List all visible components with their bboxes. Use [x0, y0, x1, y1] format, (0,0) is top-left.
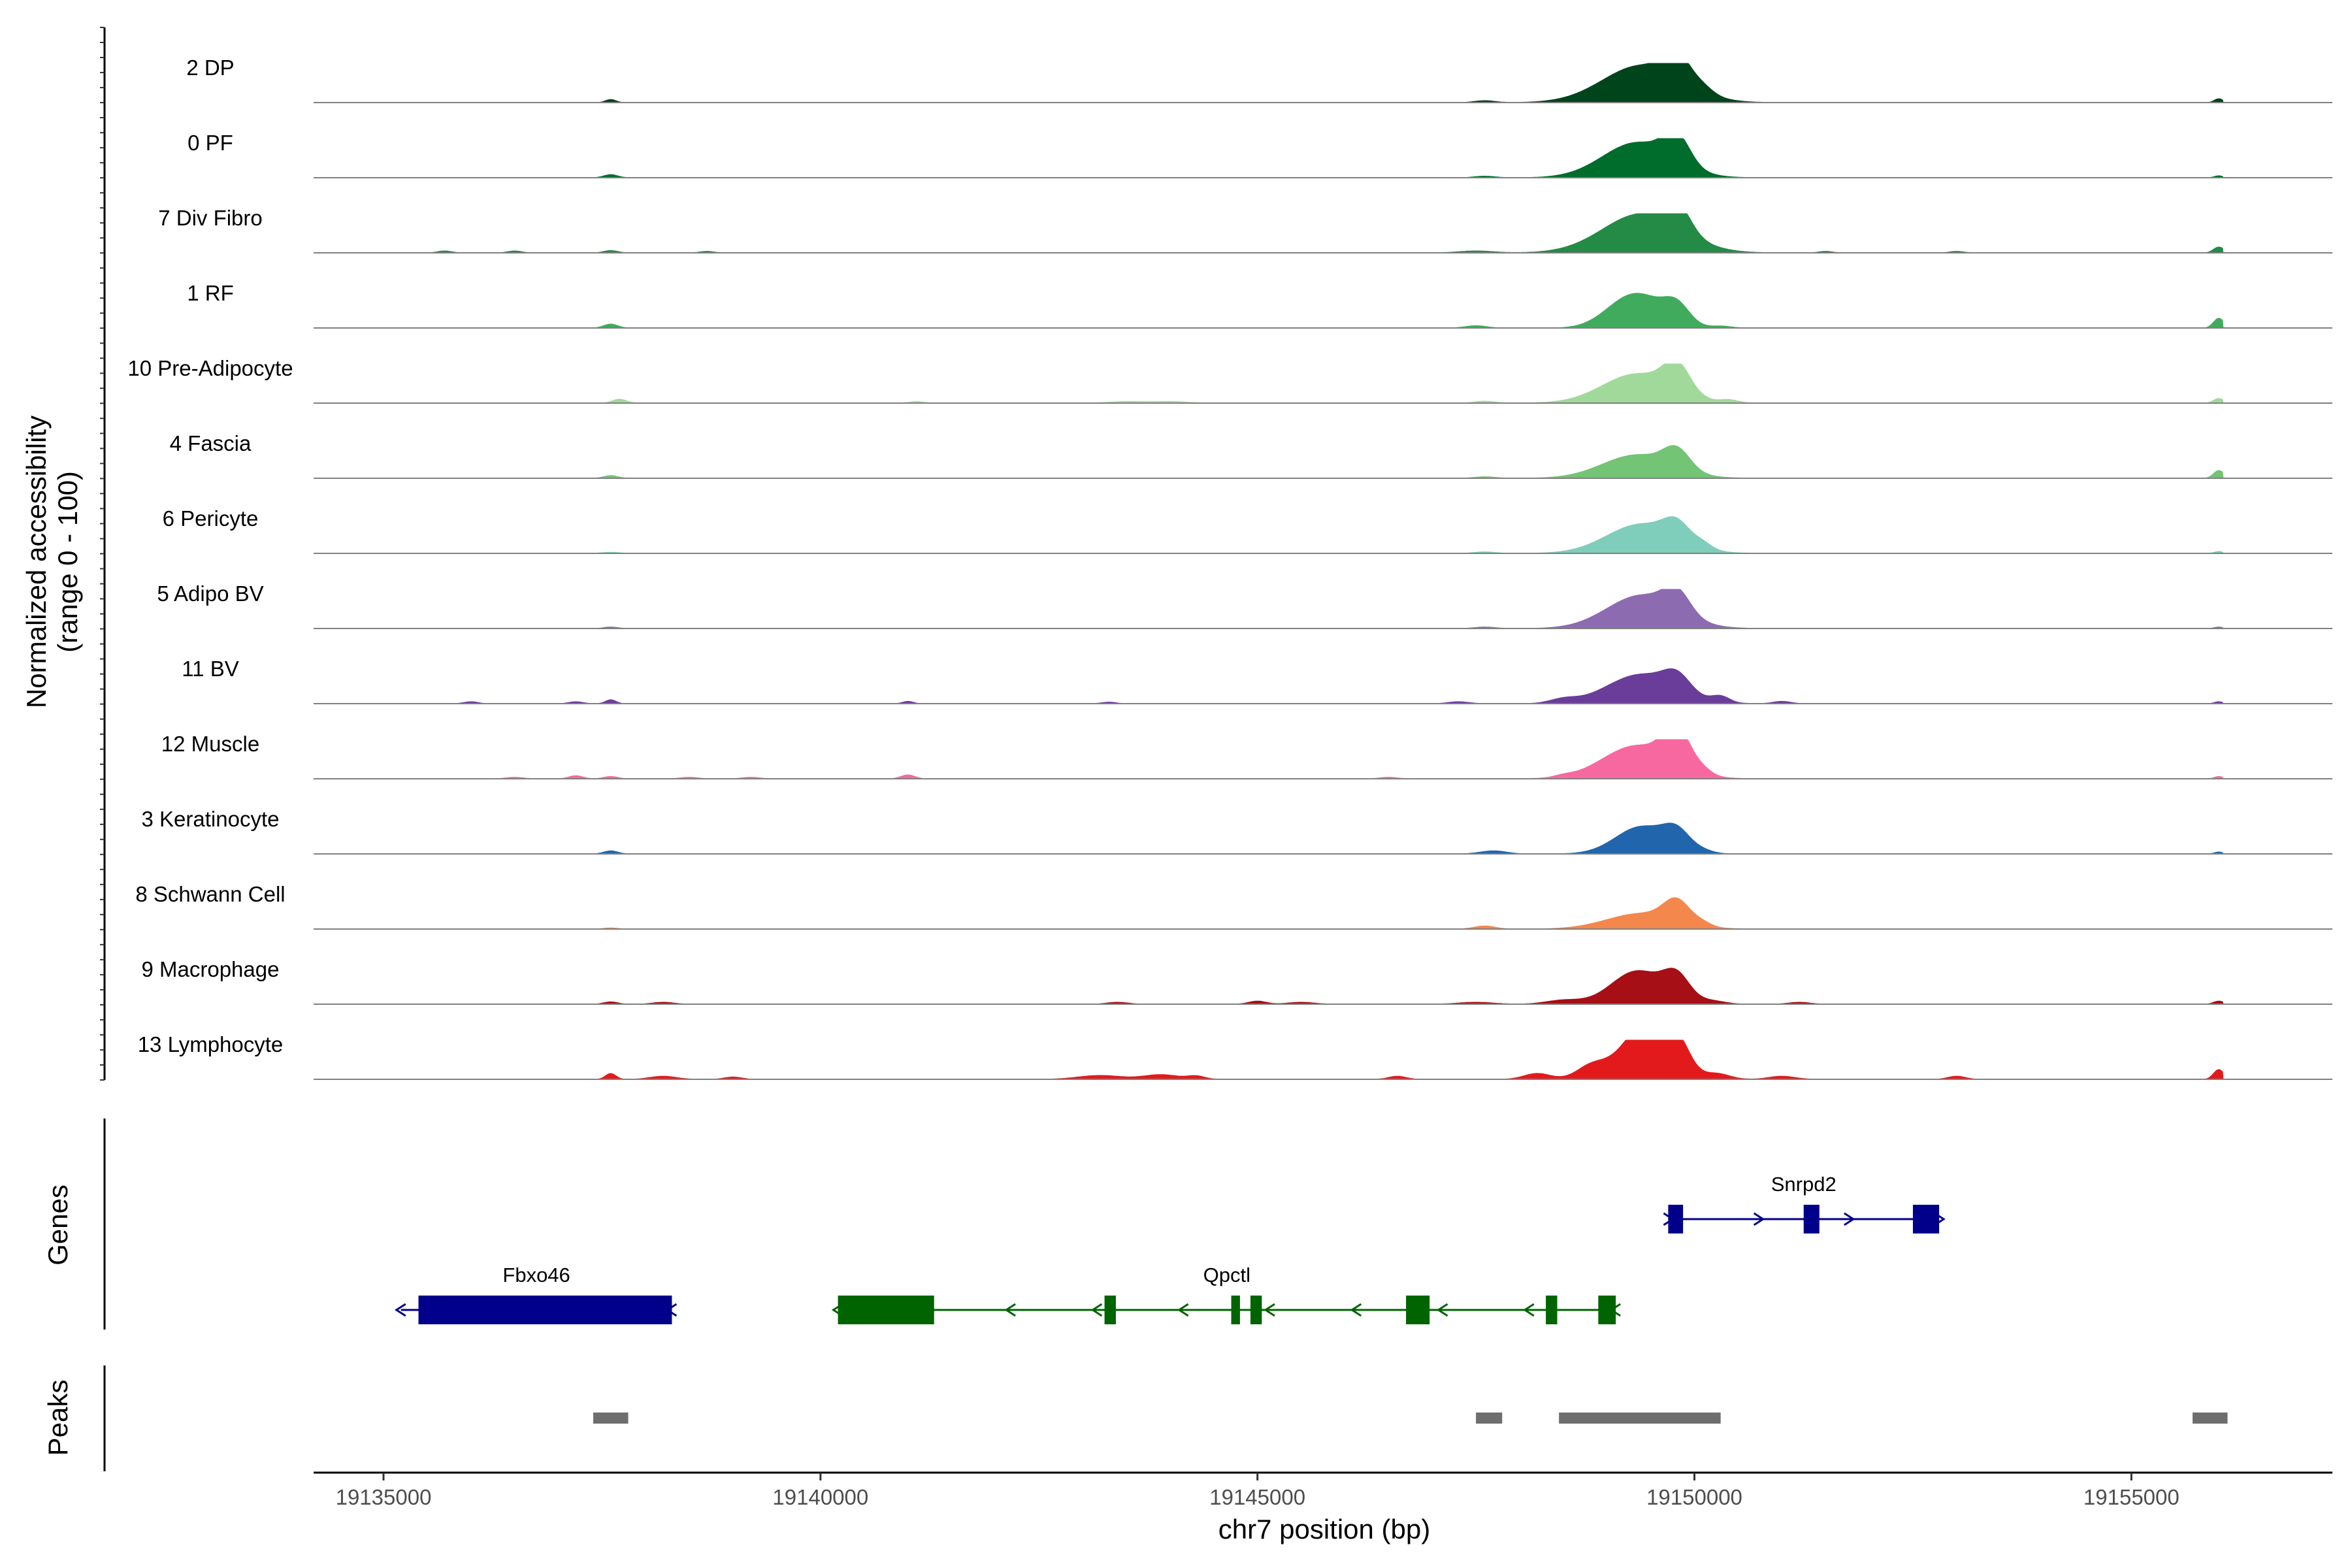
coverage-area — [314, 823, 2224, 855]
exon — [1104, 1296, 1116, 1324]
coverage-area — [314, 968, 2224, 1005]
track: 3 Keratinocyte — [142, 807, 2332, 855]
x-tick-label: 19155000 — [2083, 1485, 2180, 1509]
gene: Qpctl — [831, 1264, 1621, 1324]
track-label: 10 Pre-Adipocyte — [127, 356, 293, 380]
track-label: 8 Schwann Cell — [135, 882, 285, 906]
x-tick-label: 19135000 — [336, 1485, 432, 1509]
coverage-area — [314, 213, 2224, 253]
strand-arrow — [1350, 1303, 1362, 1317]
x-axis: 19135000 19140000 19145000 19150000 19155000 — [336, 1473, 2180, 1509]
track: 8 Schwann Cell — [135, 882, 2332, 930]
strand-arrow — [1264, 1303, 1275, 1317]
strand-arrow — [1523, 1303, 1535, 1317]
track: 5 Adipo BV — [157, 581, 2332, 629]
exon — [1598, 1296, 1616, 1324]
coverage-area — [314, 589, 2224, 629]
exon — [1406, 1296, 1430, 1324]
track: 7 Div Fibro — [158, 206, 2332, 253]
genes-panel-label: Genes — [42, 1184, 73, 1266]
coverage-area — [314, 1039, 2224, 1080]
coverage-tracks: 2 DP 0 PF 7 Div Fibro 1 RF 10 Pre-Adipocyte 4… — [127, 56, 2332, 1080]
gene-label: Snrpd2 — [1771, 1173, 1837, 1196]
track-label: 12 Muscle — [161, 732, 259, 756]
track: 12 Muscle — [161, 732, 2332, 779]
coverage-area — [314, 668, 2224, 704]
track-label: 4 Fascia — [170, 431, 252, 455]
track: 11 BV — [182, 657, 2332, 704]
strand-arrow — [1753, 1212, 1765, 1226]
coverage-area — [314, 897, 2223, 930]
track-label: 3 Keratinocyte — [142, 807, 280, 831]
gene: Snrpd2 — [1663, 1173, 1946, 1233]
accessibility-y-axis — [100, 27, 106, 1081]
coverage-area — [314, 63, 2224, 103]
track: 0 PF — [188, 131, 2332, 178]
exon — [1231, 1296, 1240, 1324]
exon — [838, 1296, 934, 1324]
gene-label: Qpctl — [1203, 1264, 1250, 1286]
strand-arrow — [1844, 1212, 1855, 1226]
coverage-area — [314, 739, 2224, 779]
track-label: 0 PF — [188, 131, 233, 155]
coverage-area — [314, 138, 2224, 178]
peak-region — [1476, 1413, 1503, 1424]
strand-arrow — [1177, 1303, 1189, 1317]
gene-label: Fbxo46 — [502, 1264, 570, 1286]
strand-arrow — [394, 1303, 406, 1317]
track: 13 Lymphocyte — [138, 1032, 2332, 1080]
strand-arrow — [1090, 1303, 1103, 1317]
track: 1 RF — [187, 281, 2332, 329]
track-label: 5 Adipo BV — [157, 581, 263, 606]
peak-region — [593, 1413, 629, 1424]
strand-arrow — [1436, 1303, 1448, 1317]
coverage-area — [314, 363, 2224, 404]
gene-track: Fbxo46 Qpctl Snrpd2 — [394, 1173, 1946, 1324]
track: 4 Fascia — [170, 431, 2332, 479]
peak-region — [2192, 1413, 2228, 1424]
coverage-area — [314, 516, 2224, 554]
track-label: 2 DP — [186, 56, 234, 80]
exon — [1803, 1205, 1820, 1233]
peak-track — [593, 1413, 2228, 1424]
exon — [1912, 1205, 1940, 1233]
track: 2 DP — [186, 56, 2332, 103]
gene: Fbxo46 — [394, 1264, 678, 1324]
coverage-area — [314, 293, 2224, 329]
track-label: 13 Lymphocyte — [138, 1032, 284, 1056]
x-axis-title: chr7 position (bp) — [1218, 1514, 1431, 1544]
peak-region — [1559, 1413, 1721, 1424]
exon — [1546, 1296, 1558, 1324]
track-label: 7 Div Fibro — [158, 206, 263, 230]
track-label: 1 RF — [187, 281, 234, 305]
exon — [1668, 1205, 1684, 1233]
coverage-area — [314, 445, 2224, 479]
track: 6 Pericyte — [163, 506, 2332, 554]
track: 10 Pre-Adipocyte — [127, 356, 2332, 404]
exon — [418, 1296, 672, 1324]
track: 9 Macrophage — [142, 957, 2332, 1005]
x-tick-label: 19150000 — [1646, 1485, 1742, 1509]
track-label: 9 Macrophage — [142, 957, 280, 981]
y-axis-label: Normalized accessibility — [21, 416, 52, 708]
track-label: 11 BV — [182, 657, 238, 681]
strand-arrow — [1004, 1303, 1016, 1317]
exon — [1250, 1296, 1262, 1324]
peaks-panel-label: Peaks — [42, 1380, 73, 1456]
x-tick-label: 19140000 — [772, 1485, 868, 1509]
y-axis-range-label: (range 0 - 100) — [52, 471, 83, 653]
x-tick-label: 19145000 — [1209, 1485, 1305, 1509]
track-label: 6 Pericyte — [163, 506, 259, 531]
